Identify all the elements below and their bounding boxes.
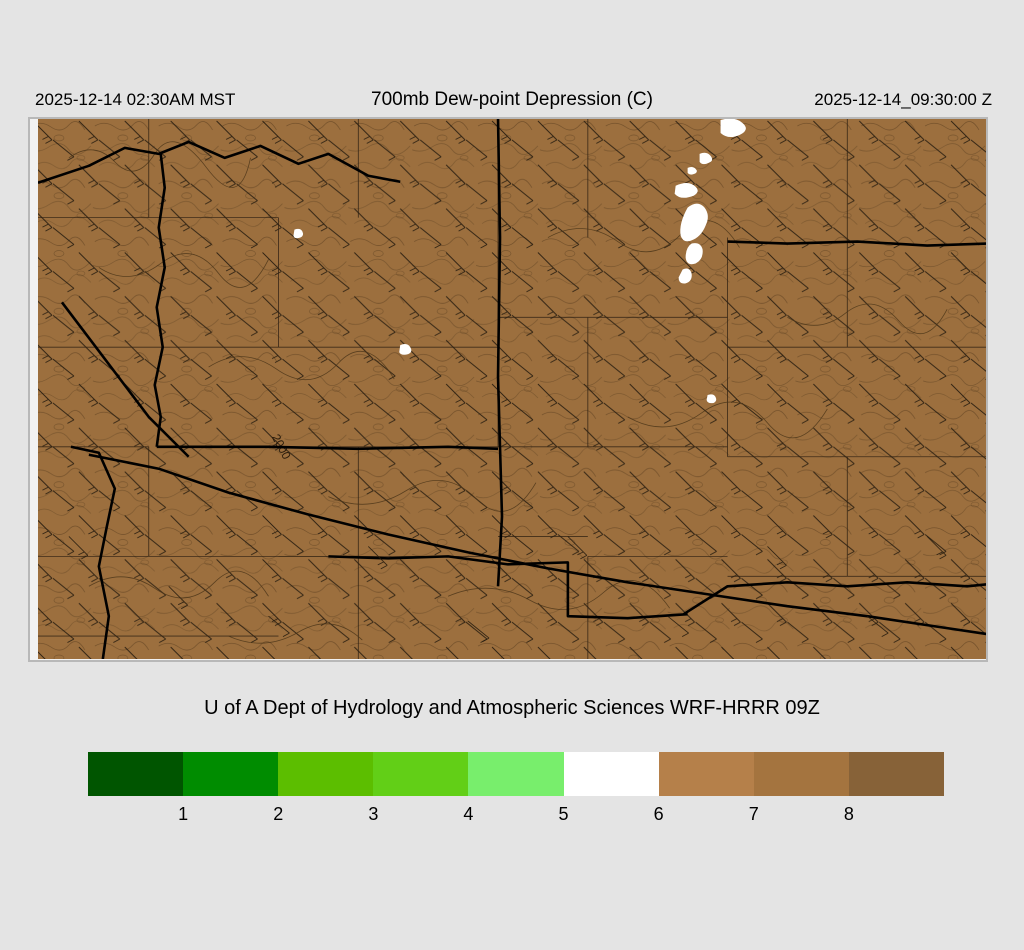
colorbar-swatches [88,752,944,796]
white-dewpoint-patch-layer [293,118,746,404]
valid-time-local-label: 2025-12-14 02:30AM MST [35,90,236,109]
page-title: 700mb Dew-point Depression (C) [371,89,653,110]
map-frame [29,118,987,661]
county-boundary-layer [37,118,987,660]
map-canvas: 2000 [29,118,987,661]
colorbar-tick-4: 4 [463,804,474,824]
colorbar-tick-labels: 1 2 3 4 5 6 7 8 [88,800,944,828]
colorbar-swatch-white [563,752,659,796]
colorbar-swatch-medium-brown [753,752,849,796]
colorbar-swatch-green [183,752,279,796]
credit-line: U of A Dept of Hydrology and Atmospheric… [204,697,820,719]
colorbar[interactable] [88,752,944,796]
colorbar-swatch-yellow-green [278,752,374,796]
map-layers: 2000 [37,118,987,660]
colorbar-tick-5: 5 [558,804,569,824]
valid-time-utc-label: 2025-12-14_09:30:00 Z [814,90,992,109]
weather-map-panel[interactable]: 2000 [28,117,988,662]
wind-barb-layer [37,118,987,660]
colorbar-swatch-light-tan [658,752,754,796]
colorbar-swatch-bright-green [373,752,469,796]
colorbar-swatch-dark-green [88,752,184,796]
colorbar-swatch-dark-brown [848,752,944,796]
header-row: 2025-12-14 02:30AM MST 700mb Dew-point D… [0,88,1024,112]
colorbar-tick-3: 3 [368,804,379,824]
colorbar-tick-6: 6 [653,804,664,824]
colorbar-tick-1: 1 [178,804,189,824]
colorbar-tick-7: 7 [748,804,759,824]
colorbar-tick-2: 2 [273,804,284,824]
colorbar-tick-8: 8 [843,804,854,824]
colorbar-swatch-light-green [468,752,564,796]
